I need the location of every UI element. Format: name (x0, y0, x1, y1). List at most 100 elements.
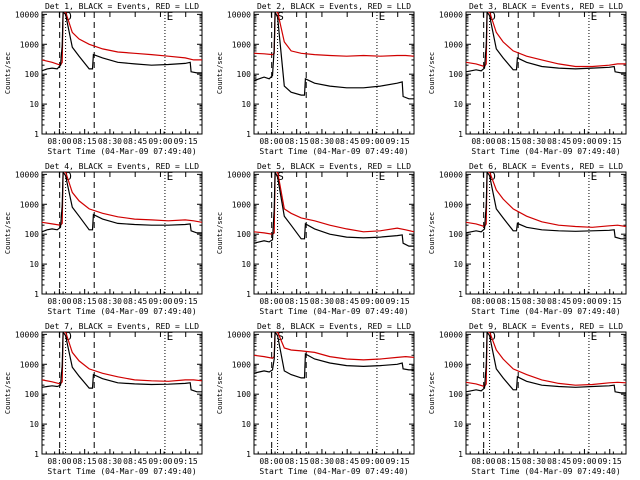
panel-det-6: Det 6, BLACK = Events, RED = LLD 1 10 100 10… (428, 162, 627, 316)
x-tick-label: 08:15 (73, 457, 97, 466)
flag-label: D (489, 170, 496, 183)
x-tick-label: 09:15 (598, 457, 622, 466)
flag-label: S (277, 330, 284, 343)
flag-label: E (167, 330, 174, 343)
y-tick-label: 100 (449, 70, 464, 79)
series-line-lld (466, 172, 626, 228)
x-tick-label: 08:00 (47, 297, 71, 306)
panel-title: Det 6, BLACK = Events, RED = LLD (469, 162, 623, 171)
series-line-events (42, 12, 202, 74)
x-tick-label: 08:15 (285, 457, 309, 466)
y-tick-label: 100 (449, 230, 464, 239)
y-tick-label: 10 (29, 100, 39, 109)
y-tick-label: 100 (237, 390, 252, 399)
series-line-lld (254, 332, 414, 361)
panel-det-3: Det 3, BLACK = Events, RED = LLD 1 10 100 10… (428, 2, 627, 156)
flag-label: D (489, 330, 496, 343)
y-tick-label: 1 (34, 450, 39, 459)
x-tick-label: 08:45 (335, 137, 359, 146)
x-tick-label: 09:00 (360, 457, 384, 466)
x-tick-label: 08:15 (285, 297, 309, 306)
y-tick-label: 1000 (444, 360, 463, 369)
x-tick-label: 08:00 (259, 457, 283, 466)
y-tick-label: 10 (241, 420, 251, 429)
y-tick-label: 100 (25, 230, 40, 239)
flag-label: E (591, 170, 598, 183)
series-line-lld (42, 332, 202, 385)
x-tick-label: 09:15 (598, 297, 622, 306)
x-tick-label: 08:45 (335, 457, 359, 466)
flag-label: E (379, 330, 386, 343)
y-axis-label: Counts/sec (428, 372, 436, 414)
series-line-lld (254, 172, 414, 235)
x-tick-label: 08:15 (285, 137, 309, 146)
panel-title: Det 5, BLACK = Events, RED = LLD (257, 162, 411, 171)
x-tick-label: 09:00 (148, 457, 172, 466)
y-tick-label: 1000 (232, 360, 251, 369)
x-tick-label: 08:15 (73, 137, 97, 146)
y-tick-label: 1 (246, 130, 251, 139)
x-tick-label: 08:00 (471, 297, 495, 306)
series-line-events (254, 172, 414, 247)
y-tick-label: 10 (453, 420, 463, 429)
y-tick-label: 10000 (439, 330, 463, 339)
x-tick-label: 09:15 (174, 457, 198, 466)
x-tick-label: 08:30 (98, 137, 122, 146)
x-tick-label: 08:45 (547, 297, 571, 306)
x-tick-label: 08:15 (497, 137, 521, 146)
x-tick-label: 08:00 (471, 137, 495, 146)
y-axis-label: Counts/sec (4, 212, 12, 254)
flag-label: E (379, 170, 386, 183)
y-tick-label: 1 (458, 290, 463, 299)
y-tick-label: 1000 (20, 40, 39, 49)
series-line-lld (42, 172, 202, 226)
panel-title: Det 4, BLACK = Events, RED = LLD (45, 162, 199, 171)
x-tick-label: 08:45 (123, 137, 147, 146)
x-tick-label: 09:00 (360, 137, 384, 146)
x-tick-label: 09:00 (148, 297, 172, 306)
panel-det-5: Det 5, BLACK = Events, RED = LLD 1 10 100 10… (216, 162, 415, 316)
y-tick-label: 10000 (15, 170, 39, 179)
x-axis-label: Start Time (04-Mar-09 07:49:40) (47, 147, 196, 156)
flag-label: D (65, 330, 72, 343)
x-tick-label: 08:30 (98, 457, 122, 466)
y-tick-label: 10 (453, 100, 463, 109)
panel-title: Det 9, BLACK = Events, RED = LLD (469, 322, 623, 331)
y-axis-label: Counts/sec (428, 212, 436, 254)
x-tick-label: 08:00 (47, 137, 71, 146)
x-tick-label: 08:45 (123, 457, 147, 466)
flag-label: E (591, 10, 598, 23)
series-line-events (466, 332, 626, 394)
x-tick-label: 08:30 (522, 137, 546, 146)
x-axis-label: Start Time (04-Mar-09 07:49:40) (471, 467, 620, 476)
y-tick-label: 1000 (232, 40, 251, 49)
y-axis-label: Counts/sec (4, 52, 12, 94)
flag-label: S (277, 170, 284, 183)
y-tick-label: 10000 (227, 10, 251, 19)
flag-label: E (591, 330, 598, 343)
y-tick-label: 10000 (15, 10, 39, 19)
y-tick-label: 1 (458, 130, 463, 139)
y-tick-label: 10000 (15, 330, 39, 339)
panel-det-4: Det 4, BLACK = Events, RED = LLD 1 10 100 10… (4, 162, 203, 316)
y-axis-label: Counts/sec (428, 52, 436, 94)
x-tick-label: 08:30 (310, 297, 334, 306)
y-tick-label: 1 (34, 130, 39, 139)
x-axis-label: Start Time (04-Mar-09 07:49:40) (47, 467, 196, 476)
x-tick-label: 09:00 (148, 137, 172, 146)
series-line-events (42, 172, 202, 234)
x-tick-label: 08:15 (497, 457, 521, 466)
flag-label: S (277, 10, 284, 23)
panel-title: Det 1, BLACK = Events, RED = LLD (45, 2, 199, 11)
series-line-events (42, 332, 202, 393)
x-tick-label: 08:45 (547, 457, 571, 466)
x-axis-label: Start Time (04-Mar-09 07:49:40) (47, 307, 196, 316)
x-tick-label: 09:15 (386, 457, 410, 466)
series-line-events (466, 172, 626, 240)
x-axis-label: Start Time (04-Mar-09 07:49:40) (471, 147, 620, 156)
x-tick-label: 09:00 (360, 297, 384, 306)
panel-det-8: Det 8, BLACK = Events, RED = LLD 1 10 100 10… (216, 322, 415, 476)
x-tick-label: 08:15 (73, 297, 97, 306)
x-tick-label: 08:45 (123, 297, 147, 306)
x-axis-label: Start Time (04-Mar-09 07:49:40) (259, 307, 408, 316)
